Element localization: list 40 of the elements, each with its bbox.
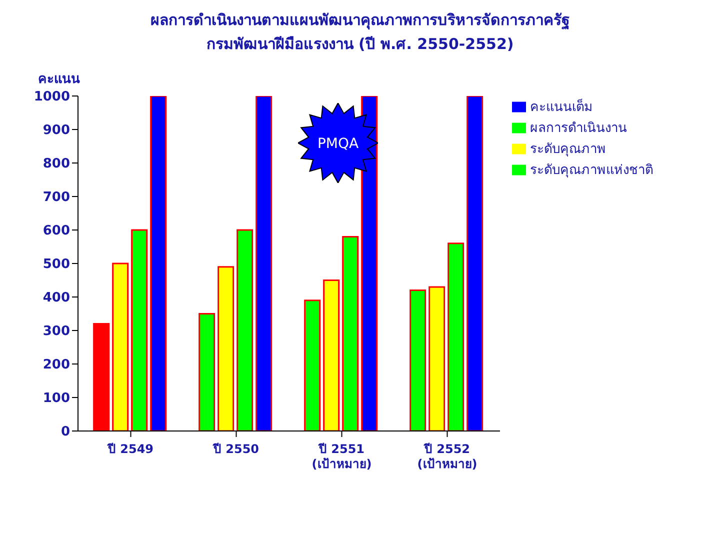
legend-label: คะแนนเต็ม <box>530 100 593 115</box>
bar <box>218 266 234 431</box>
y-tick-label: 700 <box>42 190 70 206</box>
y-tick-label: 800 <box>42 156 70 172</box>
bar <box>150 96 167 431</box>
y-tick-label: 400 <box>42 290 70 306</box>
bar <box>448 242 464 431</box>
bar <box>342 236 359 431</box>
y-tick-label: 300 <box>42 324 70 340</box>
bar <box>198 313 216 431</box>
x-tick-label: ปี 2551 (เป้าหมาย) <box>312 442 372 471</box>
x-tick-label: ปี 2549 <box>106 442 154 456</box>
legend-label: ระดับคุณภาพ <box>530 142 606 157</box>
y-tick-label: 200 <box>42 358 70 373</box>
x-tick-label: ปี 2552 (เป้าหมาย) <box>417 442 478 471</box>
chart-title: ผลการดำเนินงานตามแผนพัฒนาคุณภาพการบริหารจัดการภาครัฐ <box>150 10 570 32</box>
annotation: PMQA <box>317 136 359 152</box>
bar <box>304 300 321 431</box>
legend-label: ระดับคุณภาพแห่งชาติ <box>530 163 653 178</box>
y-tick-label: 500 <box>42 257 70 272</box>
bar <box>428 286 446 431</box>
legend-label: ผลการดำเนินงาน <box>530 121 627 136</box>
bar <box>256 96 272 431</box>
bar <box>466 96 484 431</box>
y-axis-title: คะแนน <box>38 71 80 89</box>
bar <box>323 280 340 431</box>
y-tick-label: 900 <box>42 123 70 138</box>
bar <box>131 229 148 431</box>
x-tick-label: ปี 2550 <box>212 442 260 456</box>
bar <box>410 290 426 431</box>
y-tick-label: 1000 <box>34 90 70 105</box>
bar <box>93 323 110 431</box>
bar <box>112 262 129 431</box>
starburst-icon: PMQA <box>298 103 378 183</box>
y-tick-label: 0 <box>60 424 70 440</box>
chart-subtitle: กรมพัฒนาฝีมือแรงงาน (ปี พ.ศ. 2550-2552) <box>205 34 515 55</box>
y-tick-label: 100 <box>42 391 70 406</box>
bar <box>236 229 254 431</box>
y-tick-label: 600 <box>42 224 70 239</box>
bar <box>361 96 378 431</box>
